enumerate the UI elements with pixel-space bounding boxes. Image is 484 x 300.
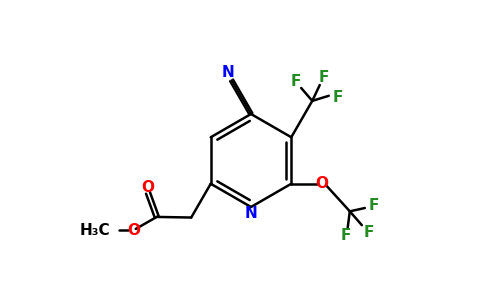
Text: F: F — [363, 225, 374, 240]
Text: O: O — [315, 176, 328, 191]
Text: F: F — [369, 198, 379, 213]
Text: F: F — [333, 90, 343, 105]
Text: O: O — [141, 180, 154, 195]
Text: H₃C: H₃C — [79, 223, 110, 238]
Text: N: N — [244, 206, 257, 221]
Text: N: N — [222, 65, 234, 80]
Text: O: O — [127, 223, 140, 238]
Text: F: F — [341, 228, 351, 243]
Text: F: F — [290, 74, 301, 89]
Text: F: F — [319, 70, 330, 85]
